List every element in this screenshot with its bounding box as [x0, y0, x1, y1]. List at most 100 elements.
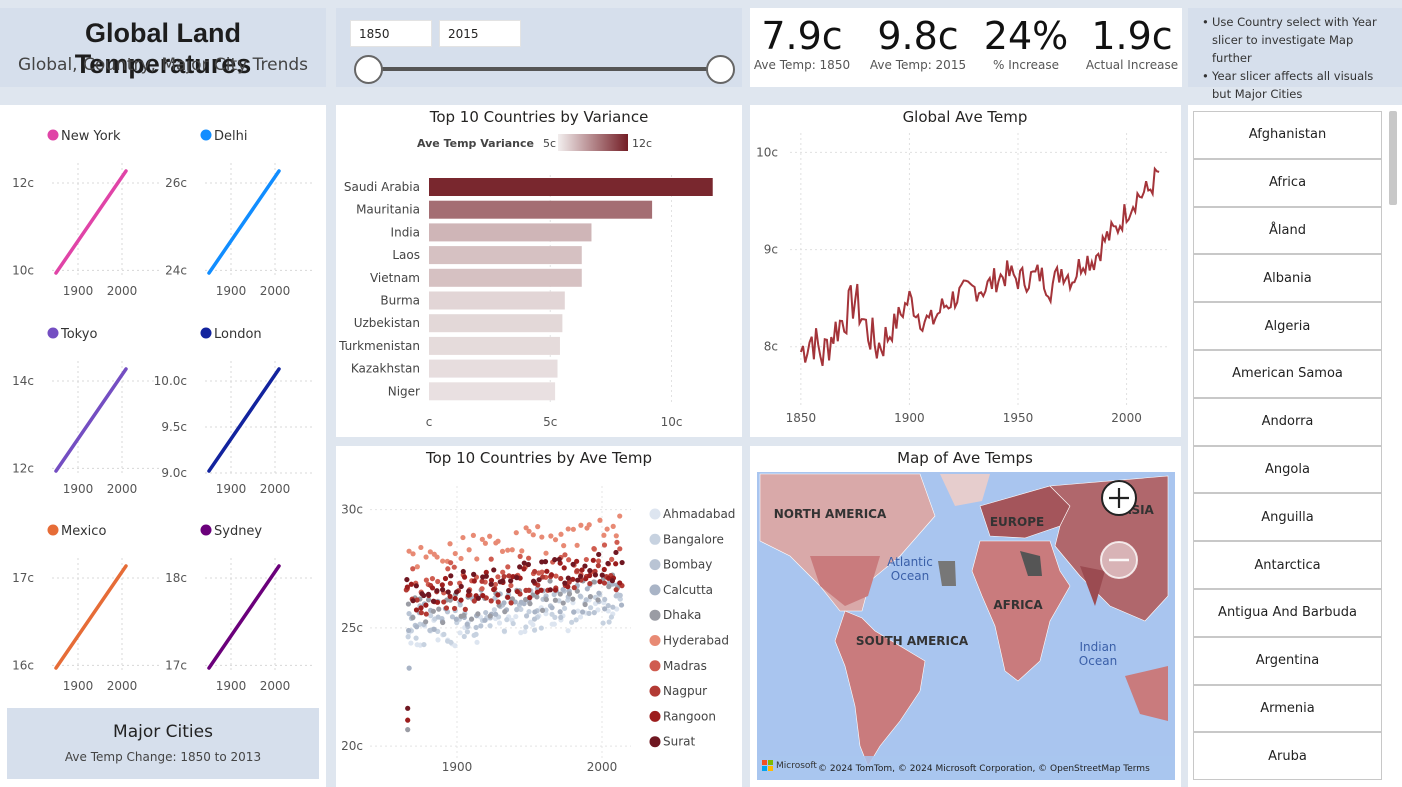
data-point: [453, 616, 459, 622]
bar: [429, 200, 653, 219]
logo-square: [768, 760, 773, 765]
data-point: [510, 620, 516, 627]
slider-end-handle[interactable]: [706, 55, 735, 84]
country-item[interactable]: Armenia: [1193, 684, 1382, 733]
country-item[interactable]: Albania: [1193, 254, 1382, 303]
data-point: [441, 599, 447, 605]
data-point: [566, 557, 572, 563]
data-point: [423, 619, 429, 625]
data-point: [505, 594, 511, 600]
data-point: [443, 605, 450, 611]
kpi-actual-increase: 1.9c Actual Increase: [1080, 14, 1184, 72]
country-item[interactable]: Afghanistan: [1193, 111, 1382, 159]
country-list-scrollbar[interactable]: [1389, 111, 1397, 205]
kpi-value: 24%: [983, 14, 1069, 58]
data-point: [480, 592, 486, 599]
country-item[interactable]: Argentina: [1193, 636, 1382, 685]
data-point: [609, 578, 616, 584]
data-point: [435, 637, 441, 643]
country-item[interactable]: American Samoa: [1193, 350, 1382, 398]
x-tick-label: 2000: [107, 679, 138, 693]
slider-track[interactable]: [368, 67, 720, 71]
slider-start-handle[interactable]: [354, 55, 383, 84]
country-item[interactable]: Antarctica: [1193, 541, 1382, 589]
bar: [429, 178, 713, 196]
category-label: Burma: [380, 294, 420, 308]
data-point: [523, 525, 529, 531]
data-point: [410, 566, 416, 572]
data-point: [458, 597, 464, 603]
start-year-value: 1850: [359, 27, 390, 41]
data-point: [526, 555, 532, 561]
data-point: [410, 598, 416, 604]
country-item[interactable]: Andorra: [1193, 397, 1382, 446]
data-point: [431, 626, 437, 632]
x-tick-label: 1900: [442, 760, 473, 774]
data-point: [501, 600, 507, 606]
chart-title: Map of Ave Temps: [897, 449, 1033, 467]
x-tick-label: 2000: [1111, 411, 1142, 425]
map-label-south-america: SOUTH AMERICA: [856, 634, 969, 648]
map-label-europe: EUROPE: [990, 515, 1044, 529]
country-item[interactable]: Angola: [1193, 445, 1382, 494]
data-point: [496, 620, 503, 626]
legend-dot: [649, 710, 661, 722]
data-point: [588, 605, 594, 611]
x-tick-label: 2000: [107, 482, 138, 496]
data-point: [430, 598, 437, 604]
city-chart-tokyo: Tokyo 14c 12c 1900 2000: [12, 327, 162, 496]
data-point: [491, 567, 497, 573]
country-item[interactable]: Aruba: [1193, 732, 1382, 781]
microsoft-logo-icon: [762, 760, 773, 771]
data-point: [406, 627, 412, 634]
data-point: [523, 613, 530, 619]
country-item[interactable]: Antigua And Barbuda: [1193, 589, 1382, 637]
zoom-in-button[interactable]: [1101, 480, 1137, 516]
data-point: [571, 609, 577, 615]
data-point: [440, 558, 446, 564]
city-name: Mexico: [61, 524, 106, 539]
data-point: [542, 559, 549, 565]
data-point: [566, 579, 572, 585]
data-point: [500, 578, 506, 584]
data-point: [418, 605, 424, 611]
data-point: [575, 608, 581, 614]
data-point: [482, 617, 488, 623]
data-point: [430, 608, 436, 614]
data-point: [587, 594, 594, 600]
data-point: [601, 532, 607, 538]
legend-label: Calcutta: [663, 583, 713, 597]
x-tick-label: 1900: [63, 482, 94, 496]
data-point: [518, 630, 524, 636]
data-point: [591, 546, 597, 552]
country-item[interactable]: Anguilla: [1193, 493, 1382, 542]
data-point: [505, 547, 511, 553]
data-point: [613, 561, 619, 567]
variance-bar-chart: Top 10 Countries by Variance Ave Temp Var…: [338, 108, 713, 429]
end-year-input[interactable]: 2015: [439, 20, 521, 47]
data-point: [421, 641, 427, 648]
data-point: [601, 542, 608, 548]
plus-icon: [1109, 488, 1129, 508]
saudi-highlight: [1020, 551, 1042, 576]
data-point: [557, 591, 563, 597]
data-point: [461, 612, 467, 619]
data-point: [525, 561, 532, 568]
country-item[interactable]: Åland: [1193, 206, 1382, 255]
data-point: [583, 556, 589, 563]
data-point: [597, 517, 603, 523]
legend-title: Ave Temp Variance: [417, 137, 534, 150]
y-tick-label: 12c: [12, 461, 34, 475]
map-label-indian-ocean: Indian Ocean: [1079, 640, 1117, 668]
data-point: [479, 536, 485, 542]
zoom-out-button[interactable]: [1100, 541, 1138, 579]
country-item[interactable]: Algeria: [1193, 302, 1382, 350]
data-point: [605, 602, 611, 609]
data-point: [577, 573, 584, 579]
country-item[interactable]: Africa: [1193, 158, 1382, 207]
kpi-ave-temp-2015: 9.8c Ave Temp: 2015: [866, 14, 970, 72]
data-point: [418, 610, 424, 616]
start-year-input[interactable]: 1850: [350, 20, 432, 47]
category-label: Niger: [388, 384, 420, 398]
